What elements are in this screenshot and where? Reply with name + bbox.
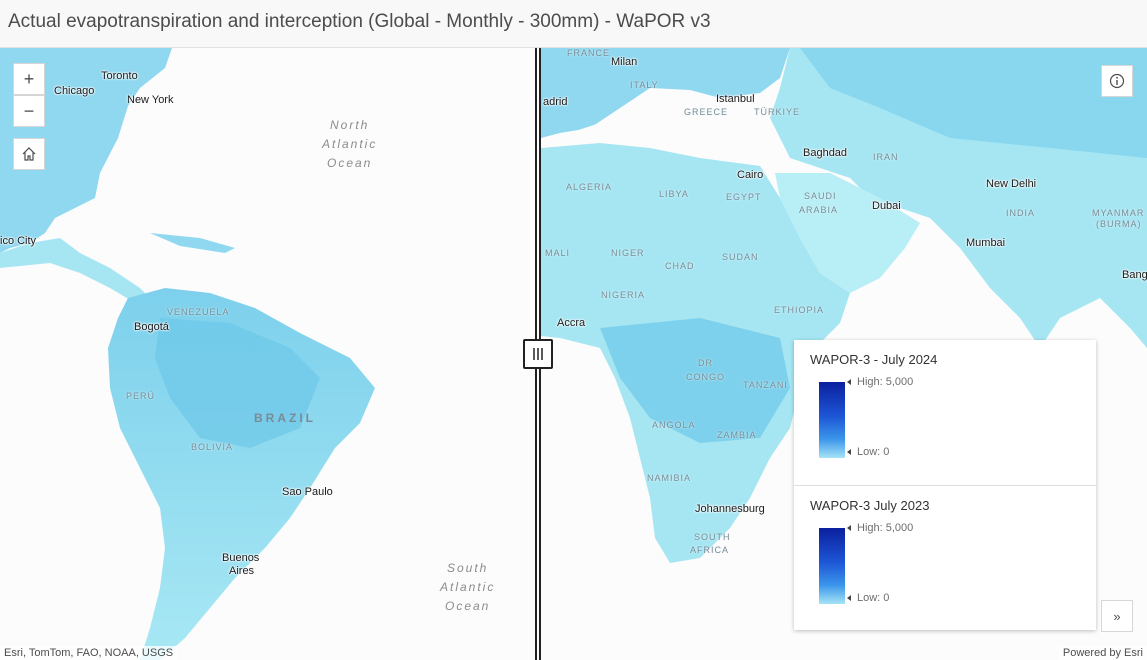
powered-by-esri[interactable]: Powered by Esri — [1058, 646, 1147, 660]
country-label-zambia: ZAMBIA — [717, 430, 757, 440]
city-label-buenos-aires: Buenos — [222, 552, 260, 564]
city-label-johannesburg: Johannesburg — [695, 503, 765, 515]
info-icon — [1109, 73, 1125, 89]
map-basemap — [0, 48, 1147, 660]
country-label-iran: IRAN — [873, 152, 899, 162]
city-label-accra: Accra — [557, 317, 586, 329]
ocean-label-south-atlantic: South Atlantic Ocean — [440, 561, 496, 613]
country-label-algeria: ALGERIA — [566, 182, 613, 192]
country-label-greece: GREECE — [684, 107, 729, 117]
country-label-turkiye: TÜRKIYE — [754, 107, 801, 117]
legend-layer-2023: WAPOR-3 July 2023 High: 5,000 Low: 0 — [794, 486, 1096, 631]
legend-low-label: Low: 0 — [847, 592, 889, 604]
country-label-myanmar: MYANMAR — [1092, 208, 1145, 218]
city-label-toronto: Toronto — [101, 70, 138, 82]
country-label-dr-congo: DR — [698, 358, 713, 368]
legend-high-label: High: 5,000 — [847, 376, 913, 388]
country-label-angola: ANGOLA — [652, 420, 696, 430]
city-label-chicago: Chicago — [54, 85, 95, 97]
page-title: Actual evapotranspiration and intercepti… — [8, 11, 711, 32]
country-label-libya: LIBYA — [659, 189, 689, 199]
city-label-baghdad: Baghdad — [803, 147, 848, 159]
country-label-brazil: BRAZIL — [254, 411, 316, 425]
country-label-egypt: EGYPT — [726, 192, 762, 202]
arabia-land — [775, 173, 920, 293]
country-label-italy: ITALY — [630, 80, 659, 90]
city-label-mumbai: Mumbai — [966, 237, 1006, 249]
legend-high-label: High: 5,000 — [847, 522, 913, 534]
country-label-chad: CHAD — [665, 261, 695, 271]
country-label-ethiopia: ETHIOPIA — [774, 305, 825, 315]
country-label-south-africa-2: AFRICA — [690, 545, 730, 555]
map-view[interactable]: Toronto Chicago New York ico City Bogotá… — [0, 48, 1147, 660]
country-label-niger: NIGER — [611, 248, 645, 258]
home-button[interactable] — [13, 138, 45, 170]
app-header: Actual evapotranspiration and intercepti… — [0, 0, 1147, 48]
country-label-myanmar-2: (BURMA) — [1096, 219, 1142, 229]
country-label-nigeria: NIGERIA — [601, 290, 646, 300]
city-label-milan: Milan — [611, 56, 638, 68]
home-icon — [22, 147, 36, 161]
africa-central-region — [600, 318, 790, 443]
country-label-namibia: NAMIBIA — [647, 473, 692, 483]
country-label-venezuela: VENEZUELA — [167, 307, 230, 317]
info-button[interactable] — [1101, 65, 1133, 97]
ocean-label-north-atlantic: North Atlantic Ocean — [322, 118, 378, 170]
legend-panel: WAPOR-3 - July 2024 High: 5,000 Low: 0 W… — [794, 340, 1096, 630]
mediterranean-sea — [560, 103, 770, 150]
zoom-in-button[interactable]: + — [13, 63, 45, 95]
country-label-france: FRANCE — [567, 48, 611, 58]
country-label-south-africa: SOUTH — [694, 532, 731, 542]
legend-low-label: Low: 0 — [847, 446, 889, 458]
country-label-peru: PERÚ — [126, 391, 156, 401]
city-label-dubai: Dubai — [872, 200, 901, 212]
country-label-saudi-arabia-2: ARABIA — [799, 205, 839, 215]
city-label-buenos-aires-2: Aires — [229, 565, 255, 577]
city-label-sao-paulo: Sao Paulo — [282, 486, 333, 498]
caribbean-land — [150, 233, 235, 253]
city-label-cairo: Cairo — [737, 169, 764, 181]
zoom-out-button[interactable]: − — [13, 95, 45, 127]
country-label-mali: MALI — [545, 248, 571, 258]
country-label-saudi-arabia: SAUDI — [804, 191, 837, 201]
city-label-new-york: New York — [127, 94, 174, 106]
grip-icon — [533, 348, 543, 360]
attribution-text[interactable]: Esri, TomTom, FAO, NOAA, USGS — [0, 646, 178, 660]
city-label-new-delhi: New Delhi — [986, 178, 1037, 190]
country-label-bolivia: BOLIVIA — [191, 442, 234, 452]
swipe-handle[interactable] — [523, 339, 553, 369]
europe-land — [541, 48, 790, 138]
color-ramp — [819, 528, 845, 604]
country-label-tanzania: TANZANI — [743, 380, 788, 390]
city-label-bang: Bang — [1122, 269, 1147, 281]
legend-layer-title: WAPOR-3 - July 2024 — [810, 352, 938, 367]
city-label-bogota: Bogotá — [134, 321, 169, 333]
city-label-mexico-city: ico City — [0, 235, 37, 247]
legend-layer-2024: WAPOR-3 - July 2024 High: 5,000 Low: 0 — [794, 340, 1096, 485]
expand-legend-button[interactable]: » — [1101, 600, 1133, 632]
country-label-dr-congo-2: CONGO — [686, 372, 726, 382]
central-america-land — [0, 238, 150, 303]
city-label-madrid: adrid — [543, 96, 568, 108]
country-label-india: INDIA — [1006, 208, 1036, 218]
country-label-sudan: SUDAN — [722, 252, 759, 262]
legend-layer-title: WAPOR-3 July 2023 — [810, 498, 930, 513]
city-label-istanbul: Istanbul — [716, 93, 755, 105]
legend-divider — [794, 485, 1096, 486]
color-ramp — [819, 382, 845, 458]
amazon-region — [155, 318, 320, 448]
asia-north-region — [800, 48, 1147, 158]
